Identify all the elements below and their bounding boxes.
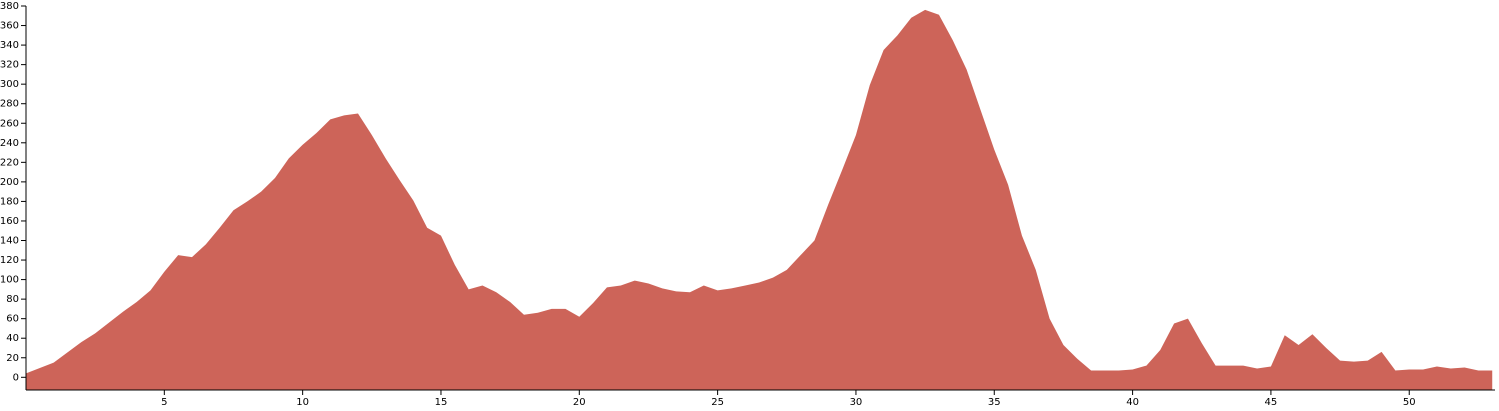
y-tick-label: 0 — [13, 372, 19, 383]
y-tick-label: 360 — [0, 21, 19, 32]
x-tick-label: 40 — [1126, 397, 1139, 408]
y-tick-label: 260 — [0, 118, 19, 129]
x-tick-label: 20 — [573, 397, 586, 408]
x-tick-label: 10 — [296, 397, 309, 408]
y-tick-label: 140 — [0, 236, 19, 247]
y-tick-label: 180 — [0, 196, 19, 207]
x-tick-label: 15 — [435, 397, 448, 408]
y-tick-label: 120 — [0, 255, 19, 266]
x-tick-label: 5 — [161, 397, 167, 408]
y-tick-label: 340 — [0, 40, 19, 51]
y-tick-label: 200 — [0, 177, 19, 188]
y-tick-label: 320 — [0, 60, 19, 71]
y-tick-label: 80 — [6, 294, 19, 305]
y-tick-label: 280 — [0, 99, 19, 110]
x-tick-label: 30 — [850, 397, 863, 408]
y-tick-label: 240 — [0, 138, 19, 149]
y-tick-label: 40 — [6, 333, 19, 344]
y-tick-label: 100 — [0, 275, 19, 286]
y-tick-label: 300 — [0, 79, 19, 90]
y-tick-label: 380 — [0, 1, 19, 12]
area — [26, 9, 1493, 391]
x-tick-label: 25 — [711, 397, 724, 408]
x-tick-label: 50 — [1403, 397, 1416, 408]
x-tick-label: 45 — [1265, 397, 1278, 408]
x-tick-label: 35 — [988, 397, 1001, 408]
y-tick-label: 60 — [6, 314, 19, 325]
y-tick-label: 160 — [0, 216, 19, 227]
y-tick-label: 220 — [0, 157, 19, 168]
y-tick-label: 20 — [6, 353, 19, 364]
